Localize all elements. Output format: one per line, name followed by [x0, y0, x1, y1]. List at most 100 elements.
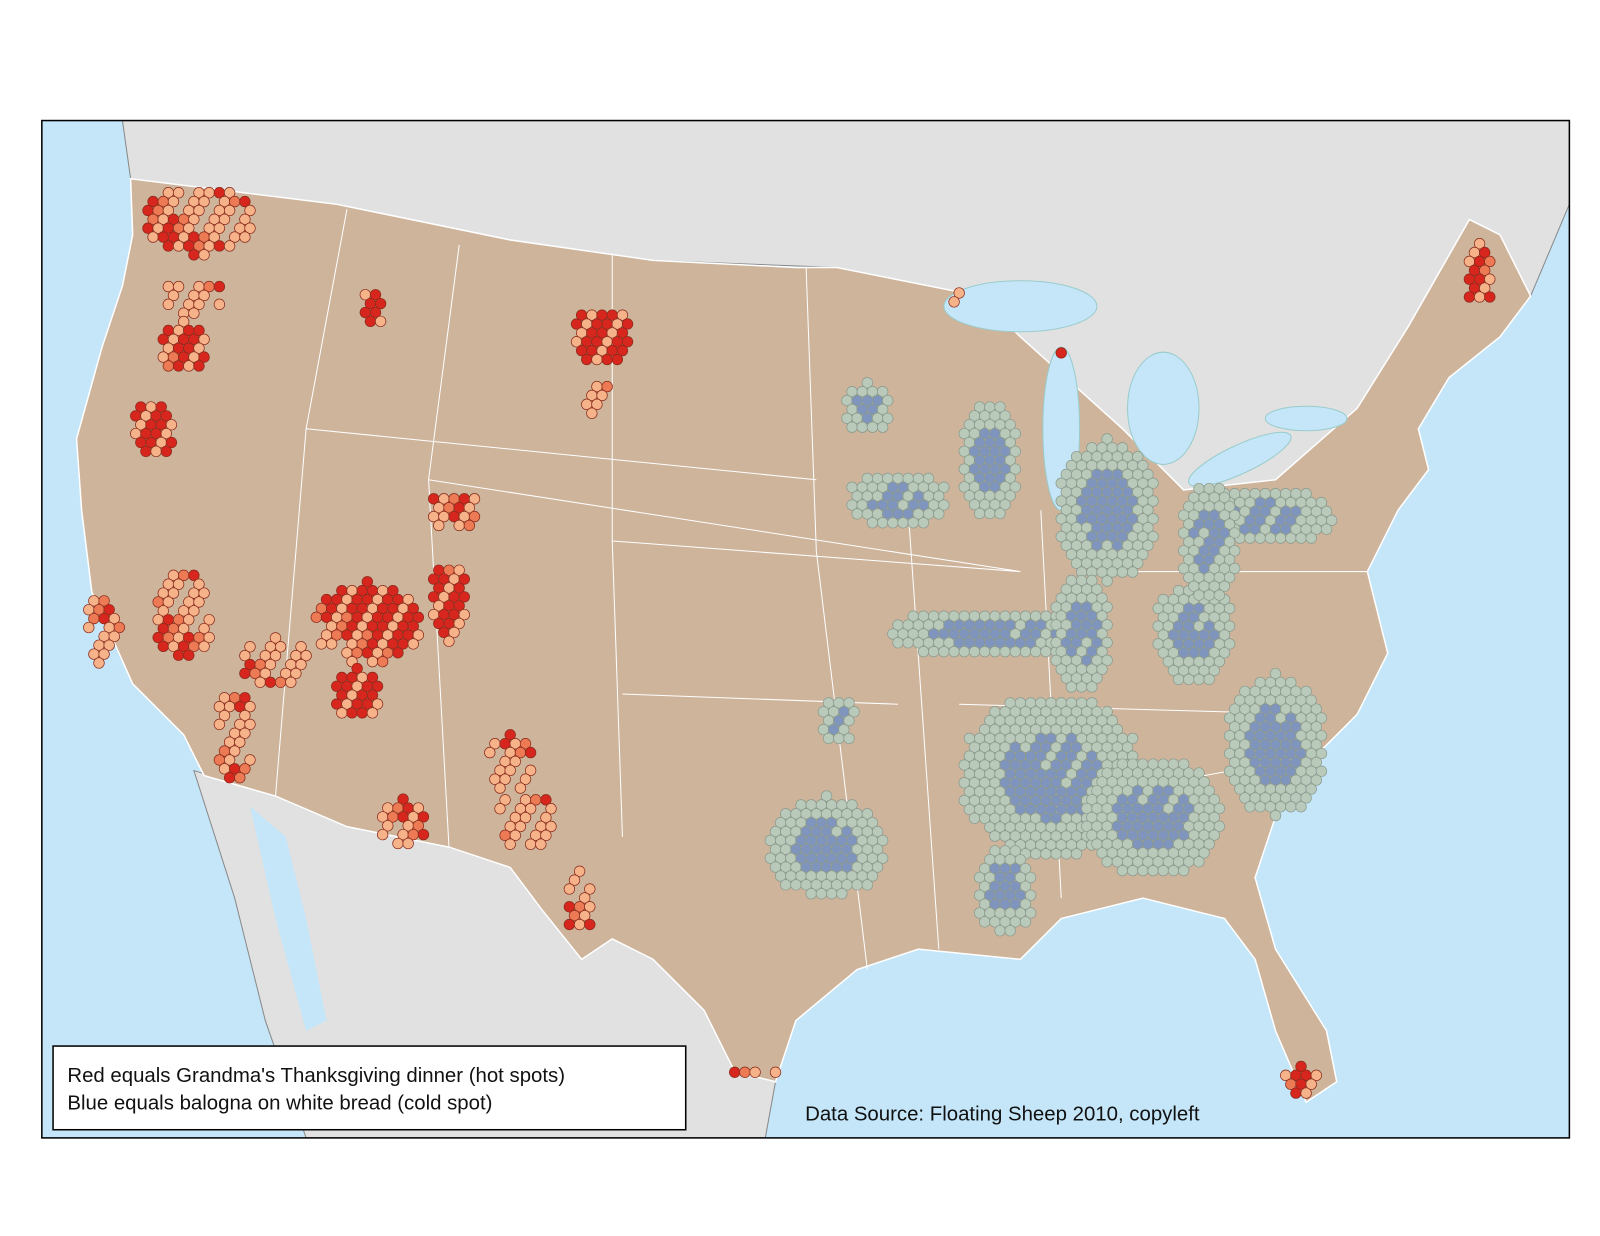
spot [264, 658, 277, 671]
spot [172, 578, 185, 590]
spot [1101, 856, 1113, 868]
spot [1050, 848, 1062, 860]
spot [1101, 619, 1113, 631]
spot [1096, 645, 1108, 658]
spot [1101, 706, 1113, 718]
spot [1116, 566, 1129, 578]
spot [968, 812, 981, 824]
spot [147, 231, 159, 243]
spot [1193, 767, 1205, 779]
spot [568, 874, 581, 886]
spot [524, 746, 537, 759]
spot [876, 386, 889, 398]
spot [563, 918, 576, 931]
spot [392, 837, 404, 850]
spot [407, 638, 419, 650]
spot [1274, 532, 1287, 544]
spot [882, 394, 894, 407]
spot [836, 888, 848, 900]
spot [1096, 628, 1108, 640]
legend-line: Blue equals balogna on white bread (cold… [67, 1092, 492, 1114]
spot [769, 1066, 782, 1078]
spot [213, 280, 226, 293]
spot [1484, 273, 1496, 285]
spot [1121, 741, 1134, 753]
spot [300, 649, 312, 662]
spot [285, 676, 297, 688]
spot [223, 204, 236, 217]
spot [579, 892, 591, 904]
spot [499, 794, 511, 806]
spot [1004, 925, 1016, 937]
spot [1213, 589, 1226, 601]
spot [1285, 532, 1297, 544]
spot [514, 820, 527, 833]
spot [1310, 703, 1322, 715]
spot [193, 324, 205, 337]
spot [366, 656, 379, 668]
spot [1019, 862, 1032, 875]
spot [601, 353, 613, 366]
spot [188, 569, 200, 582]
spot [1101, 636, 1113, 649]
spot [1315, 730, 1328, 742]
spot [183, 222, 195, 234]
data-source: Data Source: Floating Sheep 2010, copyle… [805, 1104, 1200, 1126]
spot [876, 403, 889, 416]
spot [382, 820, 394, 832]
spot [1147, 530, 1159, 543]
spot [524, 764, 537, 777]
spot [1178, 864, 1190, 877]
spot [83, 621, 95, 634]
spot [458, 591, 470, 603]
spot [994, 507, 1006, 520]
spot [876, 517, 889, 529]
spot [213, 222, 226, 234]
spot [1264, 532, 1277, 544]
spot [882, 412, 894, 424]
spot [989, 646, 1001, 658]
spot [1019, 898, 1032, 910]
spot [1014, 854, 1027, 866]
spot [1218, 647, 1231, 659]
spot [178, 315, 190, 328]
spot [922, 472, 935, 485]
spot [1473, 238, 1486, 250]
spot [1030, 848, 1042, 860]
spot [392, 647, 404, 659]
spot [815, 888, 828, 900]
spot [1295, 801, 1307, 813]
spot [223, 772, 236, 784]
spot [1300, 488, 1312, 500]
spot [938, 499, 950, 511]
spot [1142, 468, 1154, 481]
spot [928, 646, 940, 658]
spot [218, 213, 231, 225]
spot [1223, 553, 1236, 566]
spot [218, 709, 231, 722]
spot [1295, 1060, 1307, 1073]
spot [1223, 500, 1236, 513]
spot [290, 667, 302, 680]
spot [1147, 495, 1159, 507]
spot [729, 1066, 741, 1078]
spot [1285, 801, 1297, 813]
spot [1254, 532, 1266, 544]
spot [239, 763, 251, 775]
spot [1300, 685, 1312, 698]
spot [866, 517, 879, 529]
spot [162, 360, 175, 372]
spot [351, 662, 363, 675]
spot [1111, 723, 1124, 736]
spot [601, 380, 613, 393]
spot [1147, 864, 1159, 877]
spot [621, 318, 634, 330]
spot [866, 870, 879, 882]
spot [198, 587, 210, 599]
spot [524, 803, 537, 815]
spot [790, 879, 802, 891]
spot [1300, 792, 1312, 804]
spot [1198, 776, 1210, 788]
spot [244, 718, 256, 731]
spot [979, 916, 991, 928]
